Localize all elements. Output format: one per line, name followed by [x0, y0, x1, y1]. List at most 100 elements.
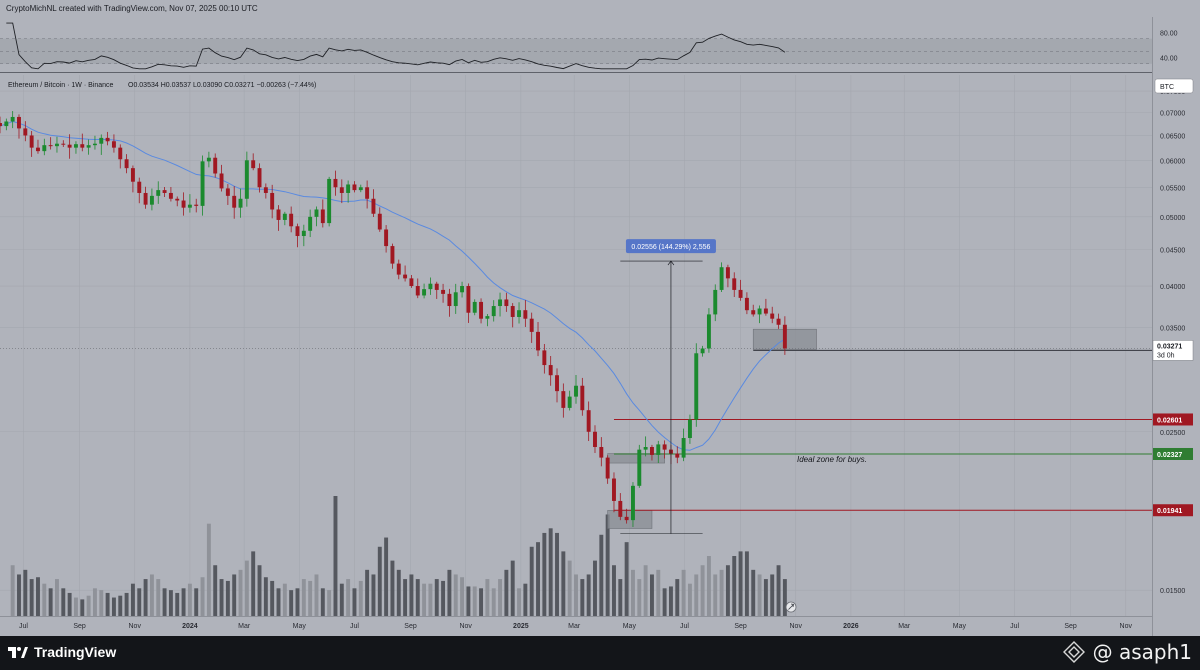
- candle-body: [365, 187, 370, 199]
- volume-bar: [713, 574, 718, 616]
- buy-zone-annotation: Ideal zone for buys.: [797, 455, 867, 464]
- measure-label-text: 0.02556 (144.29%) 2,556: [631, 244, 710, 251]
- candle-body: [92, 143, 97, 146]
- volume-bar: [510, 560, 515, 616]
- volume-bar: [48, 588, 53, 616]
- volume-bar: [365, 569, 370, 616]
- time-tick-label: Jul: [19, 623, 28, 630]
- volume-bar: [782, 579, 787, 616]
- candle-body: [548, 365, 553, 376]
- candle-body: [713, 289, 718, 315]
- volume-bar: [17, 574, 21, 616]
- candle-body: [396, 263, 401, 275]
- candle-body: [194, 204, 199, 206]
- chart[interactable]: 0.02556 (144.29%) 2,556 Ideal zone for b…: [0, 17, 1200, 636]
- volume-bar: [238, 569, 243, 616]
- candle-body: [124, 159, 129, 169]
- candle-body: [213, 157, 218, 174]
- candle-body: [175, 198, 180, 201]
- tradingview-logo-icon: [8, 647, 28, 658]
- candle-body: [333, 178, 338, 188]
- volume-bar: [143, 579, 148, 616]
- rsi-pane: [0, 22, 1152, 70]
- volume-bar: [61, 588, 66, 616]
- candle-body: [624, 516, 629, 521]
- candle-body: [751, 310, 756, 315]
- tradingview-brand[interactable]: TradingView: [8, 644, 116, 660]
- candle-body: [453, 292, 458, 307]
- price-tick-label: 0.07000: [1160, 111, 1185, 118]
- volume-bar: [580, 579, 585, 616]
- volume-bar: [232, 574, 237, 616]
- volume-bar: [251, 551, 256, 616]
- candle-body: [694, 353, 699, 420]
- time-axis: Jul Sep Nov 2024 Mar May Jul Sep Nov 2025 Mar May Ju…: [19, 623, 1132, 630]
- volume-bar: [618, 579, 623, 616]
- candle-body: [504, 299, 509, 307]
- candle-body: [485, 316, 490, 319]
- candle-body: [200, 161, 205, 206]
- volume-bar: [732, 556, 737, 616]
- volume-bar: [327, 590, 332, 616]
- candle-body: [656, 444, 661, 455]
- price-tick-label: 0.04000: [1160, 284, 1185, 291]
- volume-bar: [118, 595, 123, 616]
- measure-label-box: [625, 239, 716, 254]
- candle-body: [738, 289, 743, 298]
- candle-body: [371, 198, 376, 214]
- volume-bar: [700, 565, 705, 616]
- currency-badge[interactable]: BTC: [1154, 78, 1194, 94]
- volume-bar: [485, 579, 490, 616]
- volume-bar: [346, 579, 351, 616]
- volume-bar: [263, 577, 268, 616]
- volume-bar: [99, 590, 104, 616]
- volume-bar: [396, 569, 401, 616]
- candle-body: [479, 301, 484, 319]
- candle-body: [289, 213, 294, 227]
- candle-body: [55, 143, 59, 147]
- volume-bar: [181, 588, 186, 616]
- volume-bar: [200, 577, 205, 616]
- time-tick-label: Jul: [680, 623, 689, 630]
- volume-bar: [599, 534, 604, 616]
- volume-bar: [422, 583, 427, 616]
- candle-body: [384, 229, 389, 247]
- time-tick-label: Sep: [73, 623, 86, 630]
- time-tick-label: Mar: [568, 623, 581, 630]
- volume-bar: [105, 592, 110, 616]
- candle-body: [168, 192, 173, 199]
- candle-body: [700, 348, 705, 354]
- candle-body: [574, 385, 578, 397]
- candle-body: [637, 449, 642, 486]
- candle-body: [643, 447, 648, 450]
- volume-bar: [472, 586, 477, 616]
- candle-body: [510, 306, 515, 317]
- candle-body: [498, 299, 503, 307]
- volume-bar: [719, 569, 724, 616]
- volume-bar: [257, 565, 262, 616]
- price-zone: [607, 510, 653, 529]
- volume-bar: [434, 579, 439, 616]
- volume-bar: [605, 514, 610, 616]
- rsi-axis: 80.00 40.00: [1160, 31, 1178, 63]
- candle-body: [466, 286, 471, 313]
- level-price-text: 0.02327: [1157, 452, 1182, 459]
- candle-body: [491, 306, 496, 317]
- rsi-tick-label: 80.00: [1160, 31, 1178, 38]
- volume-bar: [162, 588, 167, 616]
- candle-body: [434, 283, 439, 290]
- candle-body: [0, 123, 2, 127]
- rsi-tick-label: 40.00: [1160, 56, 1178, 63]
- candle-body: [472, 301, 477, 313]
- volume-bars: [10, 496, 787, 616]
- settings-icon[interactable]: [785, 601, 797, 613]
- candle-body: [67, 144, 72, 148]
- ohlc-legend: O0.03534 H0.03537 L0.03090 C0.03271 −0.0…: [128, 82, 316, 89]
- candle-body: [270, 192, 275, 210]
- volume-bar: [219, 579, 224, 616]
- volume-bar: [637, 579, 642, 616]
- candle-body: [143, 192, 148, 205]
- horizontal-levels: [0, 348, 1152, 511]
- volume-bar: [225, 580, 230, 616]
